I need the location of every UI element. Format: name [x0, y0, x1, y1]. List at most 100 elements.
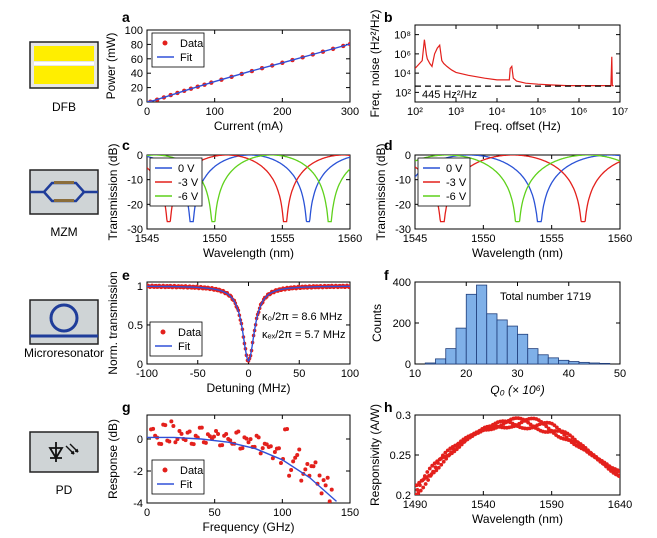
data-point — [303, 467, 308, 472]
histogram-bar — [537, 354, 549, 365]
plot-frame — [146, 414, 351, 504]
plot-frame — [146, 29, 351, 103]
data-point — [289, 468, 294, 473]
data-point — [554, 425, 559, 430]
data-point — [260, 446, 265, 451]
data-point — [436, 465, 441, 470]
x-tick-label: 40 — [563, 368, 575, 380]
x-tick-label: 10² — [407, 106, 423, 118]
plot-area — [147, 41, 350, 102]
legend-label: 0 V — [178, 163, 195, 175]
x-tick-label: 1540 — [471, 499, 495, 511]
plot-frame — [414, 24, 621, 103]
data-point — [305, 462, 310, 467]
data-point — [236, 429, 241, 434]
data-point — [167, 439, 172, 444]
data-point — [203, 440, 208, 445]
legend-box — [149, 321, 203, 357]
panel-f-histogram-chart: 10 20 30 40 50 0 200 400 Counts Q₀ (× 10⁶) Total n… — [370, 277, 626, 397]
data-point — [276, 446, 281, 451]
data-point — [256, 435, 261, 440]
data-point — [214, 429, 219, 433]
data-point — [418, 488, 423, 493]
data-point — [191, 442, 196, 447]
y-tick-label: -30 — [395, 224, 411, 236]
y-axis-label: Counts — [370, 304, 384, 342]
x-tick-label: 1560 — [338, 233, 362, 245]
legend-marker — [160, 329, 166, 335]
data-point — [179, 431, 184, 436]
y-tick-label: -10 — [395, 175, 411, 187]
x-tick-label: 10⁶ — [571, 106, 588, 118]
data-point — [454, 447, 459, 452]
icon-label-dfb: DFB — [52, 100, 76, 114]
data-point — [418, 483, 422, 488]
data-point — [457, 445, 462, 449]
data-point — [295, 453, 300, 457]
y-tick-label: 0 — [405, 150, 411, 162]
plot-area — [147, 283, 350, 363]
x-tick-label: 50 — [614, 368, 626, 380]
data-point — [427, 466, 432, 471]
data-point — [268, 444, 273, 449]
data-point — [421, 485, 426, 490]
plot-area — [415, 416, 620, 495]
x-axis-label: Wavelength (nm) — [472, 246, 563, 260]
data-point — [285, 426, 290, 431]
y-tick-label: 100 — [125, 25, 143, 37]
panel-letter-f: f — [384, 267, 389, 283]
legend-marker — [162, 40, 168, 46]
x-tick-label: 100 — [341, 368, 359, 380]
data-point — [246, 440, 251, 445]
histogram-bar — [476, 284, 488, 365]
data-point — [436, 461, 440, 465]
data-point — [287, 473, 292, 478]
y-tick-label: 0.3 — [396, 410, 411, 422]
data-point — [248, 437, 253, 442]
y-tick-label: 20 — [131, 83, 143, 95]
panel-h-responsivity-chart: 1490 1540 1590 1640 0.2 0.25 0.3 Wavelength (nm… — [368, 404, 632, 526]
x-tick-label: 20 — [460, 368, 472, 380]
noise-floor-label: 445 Hz²/Hz — [422, 89, 477, 101]
plot-area — [147, 419, 337, 503]
x-tick-label: 50 — [293, 368, 305, 380]
data-point — [228, 438, 233, 443]
panel-letter-d: d — [384, 137, 393, 153]
data-point — [546, 426, 551, 431]
panel-letter-a: a — [122, 9, 130, 25]
data-point — [433, 465, 438, 470]
total-number-annotation: Total number 1719 — [500, 291, 591, 303]
icon-label-mzm: MZM — [50, 225, 77, 239]
y-tick-label: 0.5 — [128, 320, 143, 332]
histogram-bar — [588, 362, 600, 365]
histogram-bar — [599, 362, 611, 365]
x-axis-label: Frequency (GHz) — [202, 520, 294, 534]
legend-marker — [162, 467, 168, 473]
fit-line — [147, 43, 350, 102]
data-point — [329, 487, 334, 492]
data-point — [272, 449, 277, 454]
data-point — [321, 478, 326, 483]
y-tick-label: -4 — [133, 498, 143, 510]
panel-c-transmission-chart: 1545 1550 1555 1560 -30 -20 -10 0 Wavelength (nm… — [106, 144, 362, 260]
fit-line — [147, 436, 337, 502]
mzm-modulator-icon — [29, 169, 99, 215]
x-tick-label: 1555 — [270, 233, 294, 245]
panel-d-transmission-chart: 1545 1550 1555 1560 -30 -20 -10 0 Wavelength (nm… — [374, 144, 632, 260]
data-point — [443, 450, 448, 455]
noise-trace — [415, 39, 614, 87]
legend-label: Data — [180, 38, 204, 50]
x-tick-label: 1555 — [539, 233, 563, 245]
legend-label: -6 V — [178, 191, 199, 203]
icon-label-microresonator: Microresonator — [24, 346, 104, 360]
data-point — [244, 436, 249, 441]
y-tick-label: -10 — [127, 175, 143, 187]
y-tick-label: 0 — [137, 434, 143, 446]
data-point — [317, 473, 322, 478]
histogram-bar — [486, 313, 498, 365]
y-tick-label: 0 — [137, 359, 143, 371]
legend-label: Data — [178, 327, 202, 339]
data-point — [425, 470, 430, 474]
data-point — [297, 447, 302, 452]
